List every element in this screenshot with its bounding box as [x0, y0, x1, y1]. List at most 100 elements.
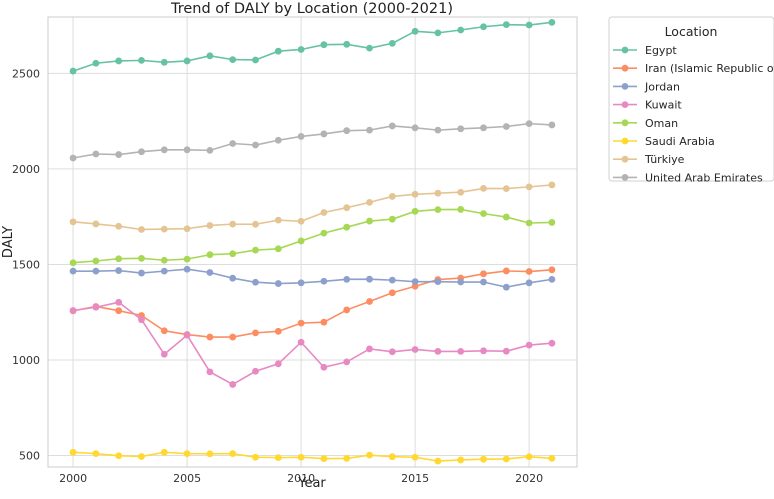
- data-point: [388, 453, 396, 461]
- data-point: [434, 347, 442, 355]
- data-point: [274, 280, 282, 287]
- data-point: [229, 56, 237, 64]
- legend-label: Oman: [645, 117, 678, 130]
- data-point: [548, 18, 556, 26]
- data-point: [115, 57, 123, 65]
- data-point: [320, 277, 328, 285]
- data-point: [183, 255, 191, 263]
- data-point: [343, 275, 351, 283]
- data-point: [252, 278, 259, 286]
- data-point: [548, 219, 556, 226]
- data-point: [480, 455, 487, 463]
- y-tick-label: 500: [19, 450, 40, 463]
- data-point: [160, 58, 168, 66]
- data-point: [92, 450, 100, 458]
- x-tick-label: 2020: [515, 472, 543, 485]
- data-point: [343, 223, 351, 231]
- data-point: [320, 363, 328, 371]
- data-point: [229, 381, 237, 388]
- data-point: [252, 246, 259, 254]
- data-point: [274, 216, 282, 224]
- data-point: [366, 198, 373, 206]
- data-point: [457, 278, 465, 286]
- data-point: [480, 270, 487, 278]
- data-point: [206, 52, 214, 60]
- data-point: [480, 185, 487, 192]
- data-point: [160, 256, 168, 264]
- data-point: [457, 188, 465, 196]
- data-point: [69, 154, 77, 162]
- data-point: [206, 222, 214, 229]
- data-point: [366, 44, 373, 52]
- data-point: [480, 278, 487, 286]
- data-point: [138, 56, 145, 64]
- legend-swatch-marker: [621, 174, 629, 181]
- data-point: [502, 21, 510, 29]
- data-point: [138, 254, 145, 262]
- legend-item: Saudi Arabia: [613, 135, 715, 148]
- data-point: [183, 225, 191, 233]
- data-point: [297, 217, 305, 225]
- series-5: [69, 448, 556, 465]
- data-point: [297, 279, 305, 287]
- data-point: [502, 347, 510, 355]
- data-point: [229, 274, 237, 282]
- data-point: [115, 151, 123, 158]
- data-point: [92, 220, 100, 228]
- data-point: [388, 193, 396, 200]
- data-point: [366, 345, 373, 353]
- legend-box: [608, 16, 774, 182]
- data-point: [274, 327, 282, 335]
- data-point: [69, 67, 77, 75]
- data-point: [320, 41, 328, 49]
- data-point: [206, 368, 214, 376]
- legend-items: Egypt Iran (Islamic Republic of) Jordan Kuw…: [613, 44, 774, 184]
- data-point: [160, 350, 168, 358]
- data-point: [297, 319, 305, 327]
- data-point: [480, 124, 487, 132]
- data-point: [138, 148, 145, 156]
- data-point: [525, 341, 533, 349]
- data-point: [92, 257, 100, 265]
- data-point: [343, 40, 351, 48]
- legend-label: Kuwait: [645, 99, 682, 112]
- data-point: [502, 283, 510, 291]
- data-point: [411, 124, 419, 132]
- data-point: [297, 453, 305, 461]
- data-point: [457, 125, 465, 133]
- data-point: [252, 367, 259, 375]
- data-point: [115, 307, 123, 315]
- data-point: [502, 185, 510, 192]
- x-tick-label: 2005: [173, 472, 201, 485]
- data-point: [115, 222, 123, 230]
- series-1: [69, 266, 556, 341]
- data-point: [434, 278, 442, 286]
- data-point: [297, 338, 305, 346]
- data-point: [69, 307, 77, 314]
- data-point: [160, 327, 168, 335]
- data-point: [160, 267, 168, 275]
- data-point: [183, 450, 191, 458]
- legend-item: Oman: [613, 117, 678, 130]
- series-line: [73, 451, 552, 462]
- series-line: [72, 269, 552, 338]
- legend-swatch-marker: [621, 119, 629, 127]
- legend-title: Location: [665, 24, 718, 39]
- data-point: [115, 255, 123, 263]
- data-point: [548, 181, 556, 189]
- data-point: [411, 27, 419, 35]
- series-3: [69, 298, 556, 388]
- x-tick-label: 2010: [287, 472, 315, 485]
- data-point: [525, 120, 533, 128]
- series-line: [72, 122, 552, 159]
- legend-swatch-marker: [621, 46, 629, 54]
- data-point: [548, 275, 556, 283]
- data-point: [274, 136, 282, 144]
- data-point: [388, 215, 396, 223]
- data-point: [69, 448, 77, 456]
- data-point: [229, 220, 237, 228]
- data-point: [252, 329, 259, 337]
- legend-item: Türkiye: [613, 153, 685, 166]
- y-tick-label: 2000: [12, 163, 40, 176]
- legend-swatch-marker: [621, 101, 629, 108]
